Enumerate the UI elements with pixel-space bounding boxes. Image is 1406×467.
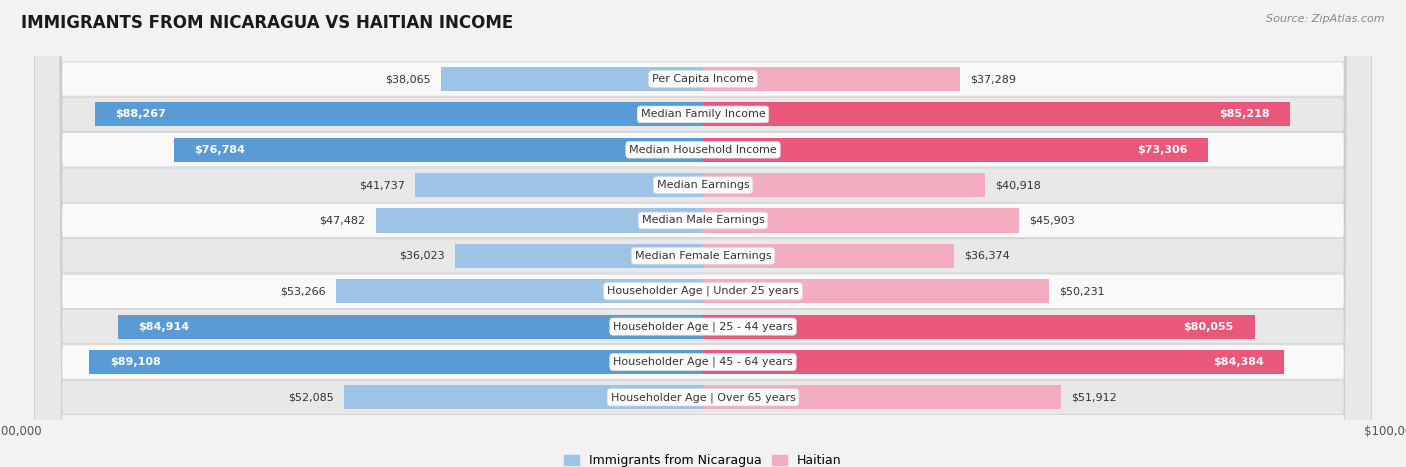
Bar <box>336 279 703 303</box>
Text: $40,918: $40,918 <box>995 180 1040 190</box>
FancyBboxPatch shape <box>35 0 1371 467</box>
Text: $37,289: $37,289 <box>970 74 1017 84</box>
FancyBboxPatch shape <box>35 0 1371 467</box>
Bar <box>703 67 960 91</box>
Text: $52,085: $52,085 <box>288 392 333 402</box>
FancyBboxPatch shape <box>35 0 1371 467</box>
Text: $84,914: $84,914 <box>139 322 190 332</box>
Text: $38,065: $38,065 <box>385 74 430 84</box>
Text: $50,231: $50,231 <box>1059 286 1105 296</box>
Legend: Immigrants from Nicaragua, Haitian: Immigrants from Nicaragua, Haitian <box>560 449 846 467</box>
Text: $80,055: $80,055 <box>1184 322 1234 332</box>
Text: $36,374: $36,374 <box>965 251 1010 261</box>
Text: $89,108: $89,108 <box>110 357 160 367</box>
FancyBboxPatch shape <box>35 0 1371 467</box>
Bar <box>174 138 703 162</box>
Text: Householder Age | Under 25 years: Householder Age | Under 25 years <box>607 286 799 297</box>
Bar <box>440 67 703 91</box>
Text: Median Family Income: Median Family Income <box>641 109 765 120</box>
Bar <box>703 244 953 268</box>
Text: IMMIGRANTS FROM NICARAGUA VS HAITIAN INCOME: IMMIGRANTS FROM NICARAGUA VS HAITIAN INC… <box>21 14 513 32</box>
FancyBboxPatch shape <box>35 0 1371 467</box>
Text: Median Female Earnings: Median Female Earnings <box>634 251 772 261</box>
Text: $76,784: $76,784 <box>194 145 246 155</box>
Text: Source: ZipAtlas.com: Source: ZipAtlas.com <box>1267 14 1385 24</box>
Bar <box>118 315 703 339</box>
Text: $45,903: $45,903 <box>1029 215 1076 226</box>
Text: $51,912: $51,912 <box>1071 392 1116 402</box>
Text: $47,482: $47,482 <box>319 215 366 226</box>
FancyBboxPatch shape <box>35 0 1371 467</box>
Bar <box>703 138 1208 162</box>
Bar <box>703 279 1049 303</box>
Bar <box>703 350 1284 374</box>
Bar <box>94 102 703 127</box>
Text: Householder Age | 45 - 64 years: Householder Age | 45 - 64 years <box>613 357 793 367</box>
FancyBboxPatch shape <box>35 0 1371 467</box>
Bar <box>344 385 703 410</box>
Text: $84,384: $84,384 <box>1213 357 1264 367</box>
Bar <box>703 315 1254 339</box>
Bar <box>415 173 703 197</box>
Text: $36,023: $36,023 <box>399 251 444 261</box>
FancyBboxPatch shape <box>35 0 1371 467</box>
Text: $41,737: $41,737 <box>360 180 405 190</box>
Bar <box>703 173 984 197</box>
Text: Householder Age | 25 - 44 years: Householder Age | 25 - 44 years <box>613 321 793 332</box>
FancyBboxPatch shape <box>35 0 1371 467</box>
Text: Median Household Income: Median Household Income <box>628 145 778 155</box>
FancyBboxPatch shape <box>35 0 1371 467</box>
Bar <box>454 244 703 268</box>
Bar <box>89 350 703 374</box>
Text: Median Male Earnings: Median Male Earnings <box>641 215 765 226</box>
Text: $85,218: $85,218 <box>1219 109 1270 120</box>
Bar <box>703 208 1019 233</box>
Bar <box>703 102 1291 127</box>
Text: Householder Age | Over 65 years: Householder Age | Over 65 years <box>610 392 796 403</box>
Text: $88,267: $88,267 <box>115 109 166 120</box>
Bar <box>703 385 1060 410</box>
Text: Median Earnings: Median Earnings <box>657 180 749 190</box>
Text: $53,266: $53,266 <box>280 286 326 296</box>
Text: Per Capita Income: Per Capita Income <box>652 74 754 84</box>
Text: $73,306: $73,306 <box>1137 145 1187 155</box>
Bar <box>375 208 703 233</box>
